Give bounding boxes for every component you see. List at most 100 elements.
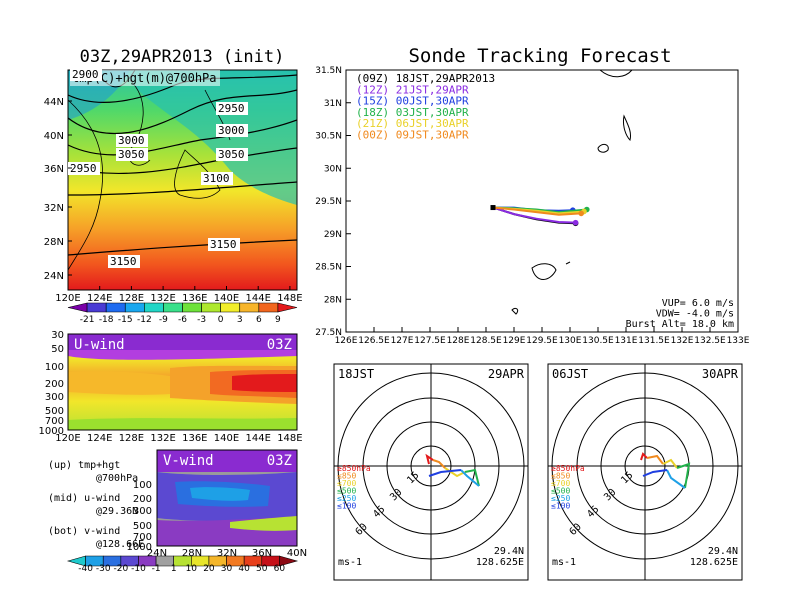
vwind-y-label: 200 xyxy=(133,494,152,505)
polar-time: 18JST xyxy=(338,367,374,381)
uwind-x-label: 148E xyxy=(277,433,302,444)
polar-level-label: ≤700 xyxy=(551,479,570,488)
uwind-x-label: 136E xyxy=(182,433,207,444)
colorbar-label: -12 xyxy=(137,315,152,325)
polar-lon: 128.625E xyxy=(476,557,524,568)
colorbar-swatch xyxy=(124,302,145,313)
contour-label-bg xyxy=(116,148,148,161)
note-line: (mid) u-wind xyxy=(48,493,120,504)
tracking-title: Sonde Tracking Forecast xyxy=(408,45,671,67)
colorbar-label: 40 xyxy=(238,564,250,574)
track-lat-label: 31.5N xyxy=(315,66,342,76)
uwind-y-label: 1000 xyxy=(39,426,64,437)
colorbar-label: 20 xyxy=(203,564,215,574)
polar-level-label: ≤700 xyxy=(337,479,356,488)
burst-point xyxy=(578,210,584,217)
track-lon-label: 131E xyxy=(615,336,638,346)
uwind-x-label: 140E xyxy=(214,433,239,444)
sonde-track xyxy=(493,206,576,224)
hodograph-trace xyxy=(662,458,678,469)
polar-level-label: ≤850 xyxy=(551,472,570,481)
polar-time: 06JST xyxy=(552,367,588,381)
map-field-label: tmp(C)+hgt(m)@700hPa xyxy=(72,71,217,85)
polar-level-label: ≤250 xyxy=(337,494,356,503)
track-lon-label: 128.5E xyxy=(470,336,502,346)
vwind-section xyxy=(157,450,297,546)
vwind-y-label: 700 xyxy=(133,532,152,543)
tracking-lon-labels: 126E 126.5E 127E 127.5E 128E 128.5E 129E 129.5E… xyxy=(335,327,750,346)
map-title: 03Z,29APR2013 (init) xyxy=(80,47,285,67)
track-lat-label: 30N xyxy=(324,164,342,174)
colorbar-label: -6 xyxy=(178,315,187,325)
track-lat-label: 31N xyxy=(324,99,342,109)
track-lat-label: 27.5N xyxy=(315,328,342,338)
polar-lat: 29.4N xyxy=(494,546,524,557)
colorbar-swatch xyxy=(105,302,126,313)
sonde-track xyxy=(493,206,582,216)
contour-label-bg xyxy=(68,162,100,175)
vwind-x-label: 28N xyxy=(182,548,202,559)
colorbar-swatch xyxy=(201,302,221,313)
colorbar-label: -21 xyxy=(80,315,95,325)
track-lon-label: 127.5E xyxy=(414,336,446,346)
colorbar-label: 60 xyxy=(274,564,286,574)
contour-label: 3050 xyxy=(118,148,145,161)
uwind-y-label: 700 xyxy=(45,416,64,427)
contour-label: 3150 xyxy=(110,255,137,268)
vwind-time: 03Z xyxy=(267,453,292,469)
tracking-legend: (09Z) 18JST,29APR2013(12Z) 21JST,29APR(1… xyxy=(356,72,495,142)
polar-level-label: ≤500 xyxy=(337,487,356,496)
polar-level-label: ≥850hPa xyxy=(337,464,371,473)
colorbar-swatch xyxy=(220,302,241,313)
colorbar-label: -1 xyxy=(152,564,161,574)
uwind-x-label: 120E xyxy=(55,433,80,444)
burst-point xyxy=(572,219,579,226)
uwind-y-label: 300 xyxy=(45,392,64,403)
contour-label: 3000 xyxy=(118,134,145,147)
vwind-x-label: 40N xyxy=(287,548,307,559)
colorbar-swatch xyxy=(86,302,107,313)
track-lon-label: 129.5E xyxy=(526,336,558,346)
track-lon-label: 129E xyxy=(503,336,526,346)
lon-label: 148E xyxy=(277,293,302,304)
hodograph-trace xyxy=(676,462,691,489)
track-legend-entry: (18Z) 03JST,30APR xyxy=(356,106,469,119)
contour-label-bg xyxy=(108,255,140,268)
track-lon-label: 130.5E xyxy=(582,336,614,346)
colorbar-label: 9 xyxy=(275,315,281,325)
sonde-tracks xyxy=(490,205,590,227)
lon-label: 120E xyxy=(55,293,80,304)
vwind-y-label: 100 xyxy=(133,480,152,491)
colorbar-swatch xyxy=(67,302,88,313)
vwind-x-label: 24N xyxy=(147,548,167,559)
polar-plot-left: 18JST 29APR29.4N128.625Ems-115304560≥850h… xyxy=(333,363,529,581)
track-lat-label: 28.5N xyxy=(315,263,342,273)
track-lon-label: 127E xyxy=(391,336,414,346)
lon-label: 140E xyxy=(214,293,239,304)
track-lon-label: 131.5E xyxy=(638,336,670,346)
tracking-lat-labels: 31.5N 31N 30.5N 30N 29.5N 29N 28.5N 28N 27.5N xyxy=(315,66,351,338)
colorbar-swatch xyxy=(279,555,299,567)
colorbar-label: 30 xyxy=(221,564,233,574)
polar-level-label: ≤100 xyxy=(551,502,570,511)
polar-date: 30APR xyxy=(702,367,739,381)
uwind-x-label: 124E xyxy=(87,433,112,444)
track-lat-label: 30.5N xyxy=(315,132,342,142)
contour-label: 3000 xyxy=(218,124,245,137)
polar-lon: 128.625E xyxy=(690,557,738,568)
track-param: VDW= -4.0 m/s xyxy=(656,309,734,320)
colorbar-label: -30 xyxy=(96,564,111,574)
polar-level-label: ≥850hPa xyxy=(551,464,585,473)
polar-level-label: ≤500 xyxy=(551,487,570,496)
vwind-x-labels: 24N 28N 32N 36N 40N xyxy=(147,548,307,559)
colorbar-label: -3 xyxy=(197,315,206,325)
polar-level-label: ≤850 xyxy=(337,472,356,481)
track-legend-entry: (00Z) 09JST,30APR xyxy=(356,129,469,142)
vwind-x-label: 32N xyxy=(217,548,237,559)
colorbar-swatch xyxy=(258,302,279,313)
temperature-colorbar: -21 -18 -15 -12 -9 -6 -3 0 3 6 9 xyxy=(67,302,298,325)
